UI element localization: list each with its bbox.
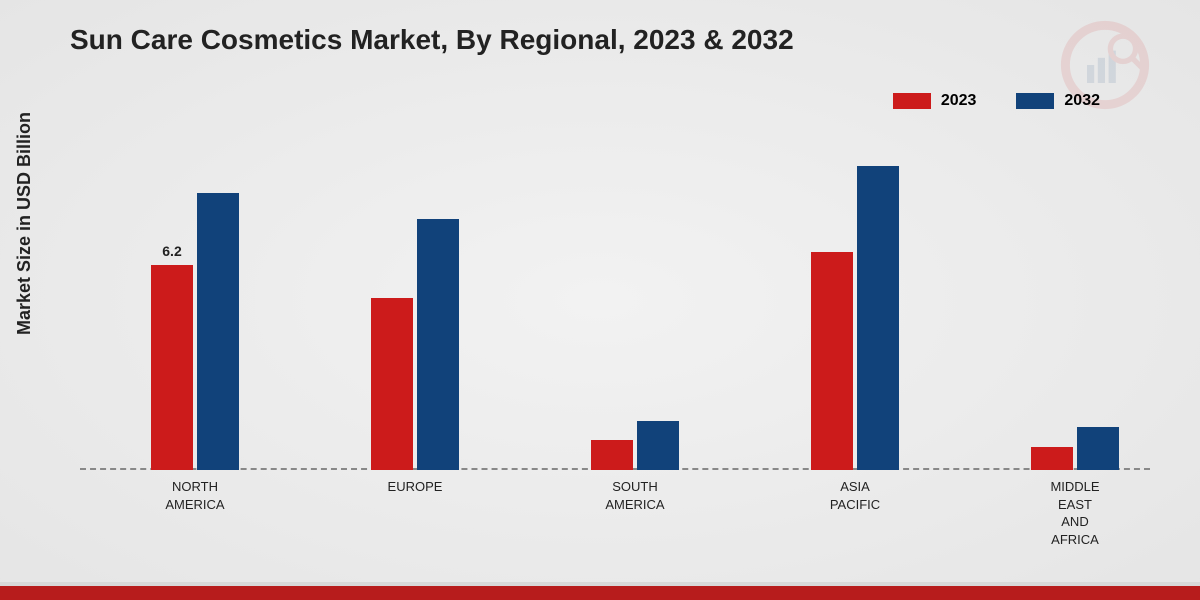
chart-title: Sun Care Cosmetics Market, By Regional, …	[70, 24, 794, 56]
bar: 6.2	[151, 265, 193, 470]
legend: 2023 2032	[893, 92, 1100, 110]
bar	[197, 193, 239, 470]
bar	[637, 421, 679, 471]
bar-group	[780, 166, 930, 470]
x-tick-label: NORTH AMERICA	[120, 478, 270, 513]
bar	[1077, 427, 1119, 470]
legend-label-2032: 2032	[1064, 92, 1100, 110]
footer-bar	[0, 586, 1200, 600]
x-tick-label: SOUTH AMERICA	[560, 478, 710, 513]
plot-area: 6.2	[80, 140, 1150, 470]
x-tick-label: ASIA PACIFIC	[780, 478, 930, 513]
y-axis-label: Market Size in USD Billion	[14, 112, 35, 335]
bar-group	[1000, 427, 1150, 470]
legend-swatch-2032	[1016, 93, 1054, 109]
bar	[1031, 447, 1073, 470]
legend-swatch-2023	[893, 93, 931, 109]
bar-group	[340, 219, 490, 470]
legend-item-2032: 2032	[1016, 92, 1100, 110]
x-tick-label: EUROPE	[340, 478, 490, 496]
bar	[857, 166, 899, 470]
bar-value-label: 6.2	[162, 243, 181, 259]
bar-group: 6.2	[120, 193, 270, 470]
x-tick-label: MIDDLE EAST AND AFRICA	[1000, 478, 1150, 548]
x-axis-labels: NORTH AMERICA EUROPE SOUTH AMERICA ASIA PAC…	[80, 478, 1150, 568]
legend-label-2023: 2023	[941, 92, 977, 110]
bar	[417, 219, 459, 470]
bar	[811, 252, 853, 470]
legend-item-2023: 2023	[893, 92, 977, 110]
bar-group	[560, 421, 710, 471]
bar	[591, 440, 633, 470]
bar	[371, 298, 413, 470]
